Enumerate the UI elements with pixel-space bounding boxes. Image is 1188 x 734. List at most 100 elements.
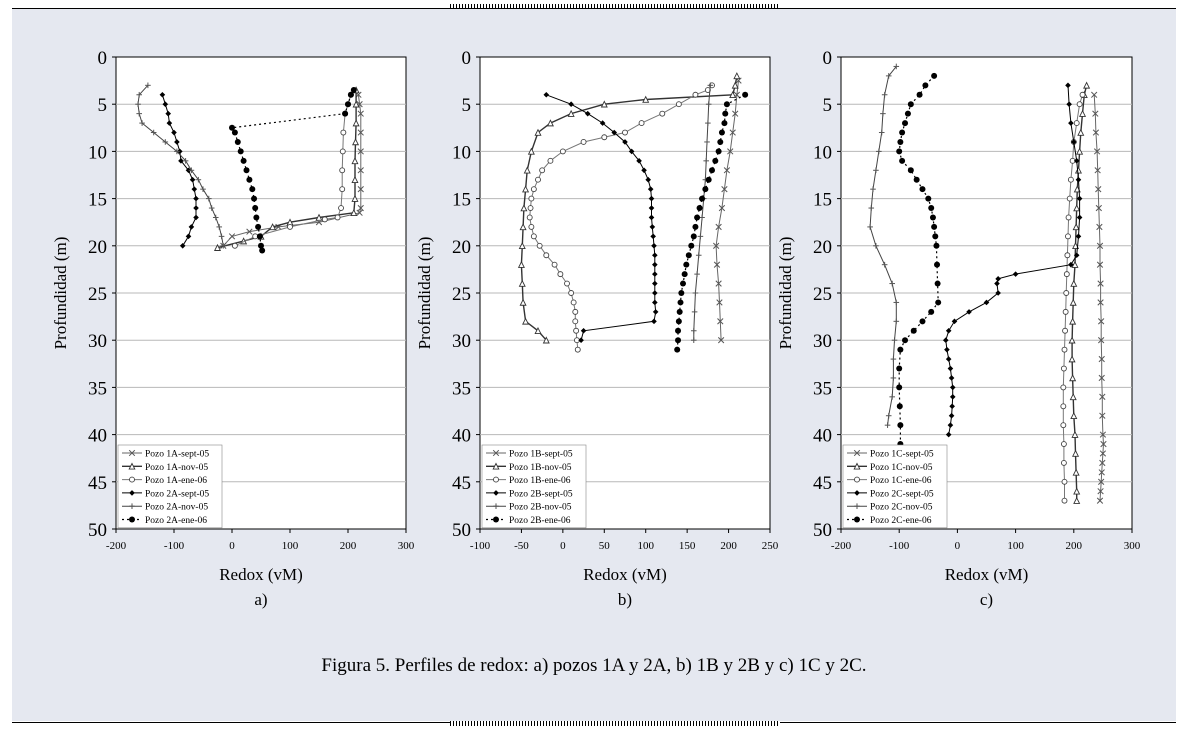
series-pozo-2b-ene-06 <box>674 91 749 353</box>
data-point <box>636 158 642 164</box>
series-pozo-2a-sept-05 <box>159 91 199 249</box>
data-point <box>1060 422 1067 429</box>
data-point <box>1095 186 1102 193</box>
data-point <box>526 214 533 221</box>
data-point <box>945 327 952 334</box>
data-point <box>528 195 535 202</box>
data-point <box>1065 214 1072 221</box>
data-point <box>951 318 958 325</box>
data-point <box>699 195 706 202</box>
data-point <box>1092 129 1100 136</box>
data-point <box>1068 355 1076 363</box>
data-point <box>694 214 701 221</box>
data-point <box>983 299 990 306</box>
data-point <box>213 243 222 251</box>
data-point <box>580 327 587 334</box>
panel-label: b) <box>618 590 632 609</box>
data-point <box>876 148 882 155</box>
data-point <box>600 100 608 108</box>
y-tick-label: 15 <box>452 190 471 211</box>
data-point <box>690 233 697 240</box>
data-point <box>1068 120 1074 126</box>
data-point <box>694 271 700 277</box>
data-point <box>638 120 645 127</box>
data-point <box>723 101 730 108</box>
data-point <box>1071 430 1079 438</box>
data-point <box>715 148 722 155</box>
data-point <box>890 375 897 381</box>
data-point <box>884 422 891 428</box>
data-point <box>1076 195 1083 202</box>
data-point <box>174 148 180 155</box>
y-tick-label: 40 <box>88 426 107 447</box>
legend-label: Pozo 2B-sept-05 <box>509 489 573 499</box>
data-point <box>1068 261 1074 268</box>
data-point <box>867 224 873 230</box>
data-point <box>1096 242 1104 249</box>
data-point <box>542 336 550 344</box>
data-point <box>195 176 202 183</box>
data-point <box>948 375 955 381</box>
legend-entry: Pozo 1C-sept-05 <box>847 450 934 460</box>
legend-label: Pozo 2B-nov-05 <box>509 503 572 513</box>
data-point <box>1099 393 1106 400</box>
data-point <box>530 233 537 240</box>
data-point <box>269 223 277 231</box>
data-point <box>357 204 364 212</box>
x-tick-label: 0 <box>955 540 961 552</box>
data-point <box>705 101 712 107</box>
data-point <box>902 120 909 127</box>
data-point <box>715 223 722 231</box>
data-point <box>206 195 212 202</box>
y-tick-label: 35 <box>88 378 107 399</box>
data-point <box>342 110 349 117</box>
data-point <box>229 124 235 131</box>
data-point <box>1012 271 1019 277</box>
data-point <box>543 91 550 98</box>
y-tick-label: 20 <box>452 237 471 258</box>
data-point <box>135 101 141 107</box>
data-point <box>518 241 526 250</box>
data-point <box>929 214 936 221</box>
data-point <box>256 233 263 240</box>
top-hatch-mark <box>450 4 780 9</box>
data-point <box>1073 496 1081 504</box>
data-point <box>1098 318 1105 325</box>
data-point <box>928 308 935 315</box>
data-point <box>718 204 726 212</box>
data-point <box>1098 469 1105 476</box>
legend-label: Pozo 1B-nov-05 <box>509 463 572 473</box>
data-point <box>252 205 259 212</box>
series-pozo-2b-sept-05 <box>543 91 659 343</box>
data-point <box>1099 450 1107 457</box>
data-point <box>704 139 710 145</box>
data-point <box>907 101 914 108</box>
legend-entry: Pozo 1C-nov-05 <box>847 462 933 473</box>
data-point <box>889 280 896 287</box>
data-point <box>680 280 686 287</box>
data-point <box>340 129 347 136</box>
data-point <box>1075 233 1082 240</box>
y-tick-label: 45 <box>88 473 107 494</box>
series-pozo-1b-ene-06 <box>526 82 715 353</box>
data-point <box>942 337 949 343</box>
data-point <box>539 167 546 174</box>
data-point <box>1067 176 1074 183</box>
data-point <box>873 167 879 174</box>
data-point <box>642 95 650 103</box>
x-tick-label: -100 <box>164 540 185 552</box>
data-point <box>1076 147 1084 155</box>
y-tick-label: 35 <box>813 378 832 399</box>
data-point <box>188 224 195 230</box>
data-point <box>136 110 142 117</box>
x-axis-label: Redox (vM) <box>219 565 303 584</box>
data-point <box>899 157 906 164</box>
data-point <box>676 308 683 315</box>
data-point <box>356 209 363 216</box>
data-point <box>889 394 896 400</box>
x-axis-label: Redox (vM) <box>583 565 667 584</box>
legend-swatch-marker <box>854 490 860 496</box>
data-point <box>1077 128 1085 136</box>
legend-label: Pozo 1C-sept-05 <box>870 450 934 460</box>
data-point <box>648 214 655 221</box>
